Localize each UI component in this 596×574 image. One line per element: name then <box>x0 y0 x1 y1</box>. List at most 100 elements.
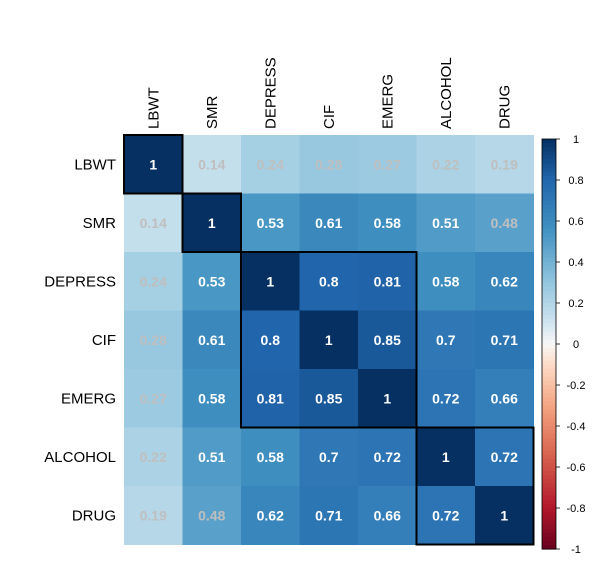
heatmap-cell-alcohol-emerg <box>358 427 417 487</box>
colorbar-segment <box>542 143 556 148</box>
colorbar-segment <box>542 171 556 177</box>
colorbar-segment <box>542 311 556 316</box>
colorbar-segment <box>542 159 556 165</box>
colorbar-segment <box>542 409 556 415</box>
heatmap-cell-labels: 1 0.14 0.24 0.28 0.27 0.22 0.19 0.14 1 0.53 0.61 0.… <box>140 156 518 523</box>
colorbar-segment <box>542 360 556 366</box>
colorbar-segment <box>542 188 556 193</box>
cell-value-label: 0.28 <box>315 156 342 172</box>
cell-value-label: 0.66 <box>374 507 401 523</box>
colorbar-segment <box>542 282 556 288</box>
heatmap-cell-drug-cif <box>299 486 359 545</box>
cell-value-label: 0.14 <box>198 156 225 172</box>
colorbar-segment <box>542 167 556 173</box>
colorbar-segment <box>542 216 556 222</box>
heatmap-cell-drug-alcohol <box>416 486 476 545</box>
heatmap-cell-lbwt-cif <box>299 135 359 194</box>
colorbar-segment <box>542 286 556 292</box>
cell-value-label: 0.14 <box>140 215 167 231</box>
colorbar-segment <box>542 274 556 279</box>
colorbar-segment <box>542 544 556 550</box>
colorbar-segment <box>542 376 556 382</box>
cell-value-label: 0.85 <box>374 332 401 348</box>
colorbar-segment <box>542 503 556 509</box>
colorbar-segment <box>542 434 556 439</box>
heatmap-cell-cif-lbwt <box>124 310 183 370</box>
colorbar-tick-label: 0.6 <box>568 216 583 228</box>
colorbar-segment <box>542 294 556 300</box>
heatmap-cell-smr-drug <box>475 193 534 253</box>
colorbar-segment <box>542 229 556 234</box>
heatmap-cell-lbwt-lbwt <box>124 135 183 194</box>
heatmap-cell-cif-depress <box>241 310 300 370</box>
colorbar-segment <box>542 520 556 525</box>
colorbar-tick-label: 0.2 <box>568 298 583 310</box>
colorbar-segment <box>542 147 556 152</box>
cell-value-label: 0.62 <box>257 507 284 523</box>
colorbar-segment <box>542 528 556 534</box>
heatmap-cell-depress-lbwt <box>124 252 183 311</box>
colorbar-segment <box>542 454 556 460</box>
colorbar-segment <box>542 495 556 501</box>
colorbar-segment <box>542 237 556 243</box>
cluster-outline-1 <box>123 134 184 195</box>
column-label-drug: DRUG <box>496 85 513 129</box>
colorbar-segment <box>542 163 556 169</box>
heatmap-cell-depress-alcohol <box>416 252 476 311</box>
cell-value-label: 0.48 <box>491 215 518 231</box>
heatmap-cell-lbwt-emerg <box>358 135 417 194</box>
heatmap-cell-lbwt-smr <box>182 135 242 194</box>
row-label-smr: SMR <box>83 215 117 232</box>
cluster-outline-4 <box>415 426 535 546</box>
colorbar-segment <box>542 417 556 423</box>
row-label-emerg: EMERG <box>61 390 116 407</box>
colorbar-segment <box>542 487 556 493</box>
colorbar-segment <box>542 536 556 542</box>
colorbar-segment <box>542 462 556 468</box>
cluster-outline-3 <box>240 251 418 429</box>
cell-value-label: 0.72 <box>432 507 459 523</box>
colorbar-segment <box>542 257 556 263</box>
cell-value-label: 0.58 <box>198 390 225 406</box>
cell-value-label: 0.7 <box>436 332 456 348</box>
heatmap-cell-emerg-drug <box>475 369 534 428</box>
heatmap-cell-emerg-depress <box>241 369 300 428</box>
heatmap-cell-drug-lbwt <box>124 486 183 545</box>
colorbar-segment <box>542 278 556 284</box>
colorbar-segment <box>542 356 556 361</box>
colorbar-segment <box>542 458 556 464</box>
heatmap-cell-alcohol-depress <box>241 427 300 487</box>
colorbar-segment <box>542 532 556 538</box>
colorbar-segment <box>542 344 556 349</box>
colorbar-segment <box>542 413 556 419</box>
heatmap-cell-lbwt-alcohol <box>416 135 476 194</box>
heatmap-cell-drug-drug <box>475 486 534 545</box>
colorbar-segment <box>542 139 556 144</box>
heatmap-cells <box>124 135 534 545</box>
heatmap-cell-lbwt-depress <box>241 135 300 194</box>
cell-value-label: 0.19 <box>491 156 518 172</box>
colorbar-segment <box>542 221 556 226</box>
colorbar-segment <box>542 315 556 320</box>
column-label-emerg: EMERG <box>379 74 396 129</box>
colorbar-segment <box>542 196 556 202</box>
colorbar-segment <box>542 401 556 407</box>
colorbar-segment <box>542 180 556 185</box>
colorbar-tick-label: -0.8 <box>567 503 586 515</box>
colorbar-segment <box>542 397 556 402</box>
cell-value-label: 0.22 <box>140 449 167 465</box>
colorbar-segment <box>542 200 556 206</box>
heatmap-cell-smr-lbwt <box>124 193 183 253</box>
colorbar-segment <box>542 155 556 161</box>
colorbar-segment <box>542 339 556 345</box>
heatmap-cell-alcohol-lbwt <box>124 427 183 487</box>
heatmap-cell-depress-drug <box>475 252 534 311</box>
colorbar-tick-label: 0 <box>573 339 579 351</box>
heatmap-cell-smr-alcohol <box>416 193 476 253</box>
cell-value-label: 0.22 <box>432 156 459 172</box>
colorbar-tick-label: -0.6 <box>567 462 586 474</box>
cell-value-label: 0.58 <box>257 449 284 465</box>
colorbar-segment <box>542 192 556 197</box>
heatmap-cell-drug-emerg <box>358 486 417 545</box>
